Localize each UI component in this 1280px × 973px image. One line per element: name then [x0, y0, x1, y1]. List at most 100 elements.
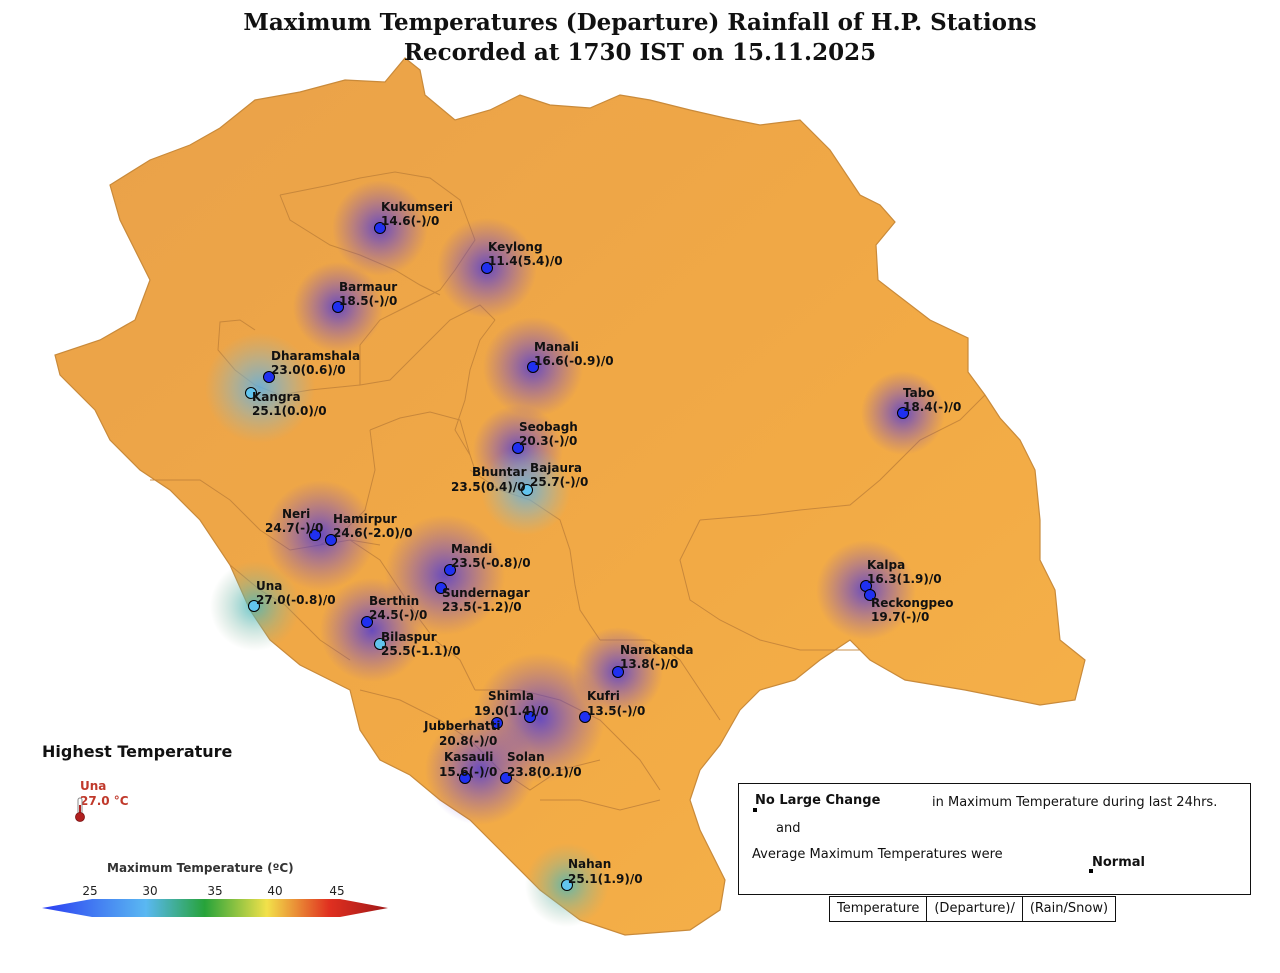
station-marker[interactable]: [325, 534, 337, 546]
station-marker[interactable]: [521, 484, 533, 496]
station-name: Bajaura: [530, 461, 583, 475]
title-line-1: Maximum Temperatures (Departure) Rainfal…: [243, 9, 1037, 36]
station-marker[interactable]: [561, 879, 573, 891]
station-name: Nahan: [568, 857, 612, 871]
station-marker[interactable]: [481, 262, 493, 274]
station-name: Kangra: [252, 390, 301, 404]
station-name: Neri: [282, 507, 311, 521]
station-value: 20.8(-)/0: [439, 734, 498, 748]
station-marker[interactable]: [248, 600, 260, 612]
station-value: 18.4(-)/0: [903, 400, 962, 414]
station-marker[interactable]: [309, 529, 321, 541]
legend-title: Maximum Temperature (ºC): [107, 861, 294, 875]
highest-station-name: Una: [80, 779, 107, 793]
legend-tick: 45: [329, 884, 345, 898]
thermometer-icon: [75, 797, 85, 822]
station-name: Mandi: [451, 542, 493, 556]
station-marker[interactable]: [245, 387, 257, 399]
station-marker[interactable]: [579, 711, 591, 723]
legend-colorbar: [42, 899, 388, 917]
station-marker[interactable]: [332, 301, 344, 313]
change-label: No Large Change: [755, 793, 881, 808]
average-label: Normal: [1092, 855, 1145, 870]
station-name: Sundernagar: [442, 586, 530, 600]
key-temperature: Temperature: [830, 897, 928, 921]
legend-tick: 30: [142, 884, 158, 898]
station-name: Una: [256, 579, 283, 593]
map-title: Maximum Temperatures (Departure) Rainfal…: [0, 8, 1280, 68]
station-marker[interactable]: [374, 638, 386, 650]
station-value: 25.7(-)/0: [530, 475, 589, 489]
station-marker[interactable]: [897, 407, 909, 419]
station-marker[interactable]: [524, 711, 536, 723]
legend-tick: 40: [267, 884, 283, 898]
station-marker[interactable]: [527, 361, 539, 373]
and-text: and: [776, 821, 801, 836]
station-value: 14.6(-)/0: [381, 214, 440, 228]
station-value: 23.5(-0.8)/0: [451, 556, 531, 570]
station-marker[interactable]: [361, 616, 373, 628]
station-name: Shimla: [488, 689, 535, 703]
station-name: Barmaur: [339, 280, 398, 294]
station-name: Kufri: [587, 689, 620, 703]
station-value: 25.1(1.9)/0: [568, 872, 643, 886]
station-name: Dharamshala: [271, 349, 361, 363]
station-name: Kukumseri: [381, 200, 453, 214]
station-value: 13.8(-)/0: [620, 657, 679, 671]
station-name: Tabo: [903, 386, 935, 400]
station-marker[interactable]: [435, 582, 447, 594]
station-value: 24.5(-)/0: [369, 608, 428, 622]
title-line-2: Recorded at 1730 IST on 15.11.2025: [403, 39, 877, 66]
station-marker[interactable]: [512, 442, 524, 454]
station-marker[interactable]: [444, 564, 456, 576]
label-key: Temperature (Departure)/ (Rain/Snow): [829, 896, 1117, 922]
station-value: 25.5(-1.1)/0: [381, 644, 461, 658]
station-name: Bhuntar: [472, 465, 527, 479]
station-marker[interactable]: [374, 222, 386, 234]
station-name: Berthin: [369, 594, 420, 608]
station-value: 19.0(1.4)/0: [474, 704, 549, 718]
station-value: 16.6(-0.9)/0: [534, 354, 614, 368]
bullet-marker: [753, 808, 757, 812]
station-name: Manali: [534, 340, 579, 354]
station-name: Jubberhatti: [424, 719, 501, 733]
legend-tick: 35: [207, 884, 223, 898]
station-marker[interactable]: [500, 772, 512, 784]
station-value: 11.4(5.4)/0: [488, 254, 563, 268]
station-value: 24.6(-2.0)/0: [333, 526, 413, 540]
station-marker[interactable]: [864, 589, 876, 601]
station-name: Seobagh: [519, 420, 578, 434]
station-name: Narakanda: [620, 643, 694, 657]
station-marker[interactable]: [612, 666, 624, 678]
station-value: 20.3(-)/0: [519, 434, 578, 448]
summary-box: No Large Change in Maximum Temperature d…: [738, 783, 1251, 895]
station-marker[interactable]: [459, 772, 471, 784]
station-name: Kalpa: [867, 558, 906, 572]
station-value: 25.1(0.0)/0: [252, 404, 327, 418]
station-marker[interactable]: [491, 717, 503, 729]
station-name: Solan: [507, 750, 545, 764]
station-value: 18.5(-)/0: [339, 294, 398, 308]
station-marker[interactable]: [263, 371, 275, 383]
station-name: Kasauli: [444, 750, 494, 764]
key-rain-snow: (Rain/Snow): [1029, 901, 1109, 916]
change-text: in Maximum Temperature during last 24hrs…: [932, 795, 1218, 810]
highest-temperature-heading: Highest Temperature: [42, 742, 233, 761]
bullet-marker: [1089, 869, 1093, 873]
key-departure: (Departure)/: [927, 897, 1023, 921]
station-name: Reckongpeo: [871, 596, 954, 610]
station-name: Keylong: [488, 240, 543, 254]
highest-station-value: 27.0 °C: [80, 794, 129, 808]
station-value: 19.7(-)/0: [871, 610, 930, 624]
station-name: Hamirpur: [333, 512, 397, 526]
station-name: Bilaspur: [381, 630, 437, 644]
station-value: 16.3(1.9)/0: [867, 572, 942, 586]
station-value: 27.0(-0.8)/0: [256, 593, 336, 607]
station-value: 23.8(0.1)/0: [507, 765, 582, 779]
station-value: 23.5(-1.2)/0: [442, 600, 522, 614]
station-value: 23.5(0.4)/0: [451, 480, 526, 494]
legend-tick: 25: [82, 884, 98, 898]
station-value: 24.7(-)/0: [265, 521, 324, 535]
station-value: 15.6(-)/0: [439, 765, 498, 779]
station-value: 23.0(0.6)/0: [271, 363, 346, 377]
